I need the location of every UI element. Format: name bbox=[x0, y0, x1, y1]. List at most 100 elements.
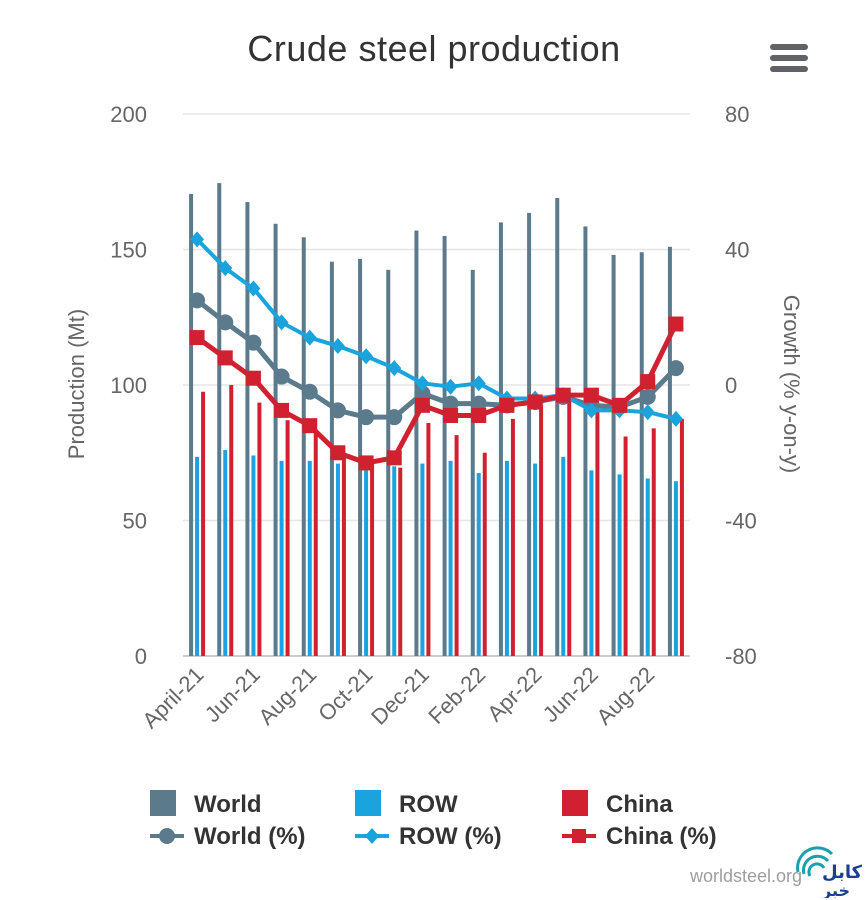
bar-row[interactable] bbox=[617, 474, 622, 656]
point-row-pct[interactable] bbox=[246, 280, 261, 297]
bar-row[interactable] bbox=[589, 470, 594, 656]
point-world-pct[interactable] bbox=[189, 292, 206, 309]
legend-swatch-china[interactable] bbox=[562, 790, 588, 816]
bar-china[interactable] bbox=[201, 391, 206, 656]
point-row-pct[interactable] bbox=[330, 338, 345, 355]
bar-world[interactable] bbox=[245, 202, 250, 656]
point-china-pct[interactable] bbox=[245, 370, 261, 386]
bar-row[interactable] bbox=[364, 469, 369, 656]
bar-china[interactable] bbox=[567, 394, 572, 656]
point-china-pct[interactable] bbox=[217, 350, 233, 366]
bar-world[interactable] bbox=[667, 246, 672, 657]
point-row-pct[interactable] bbox=[640, 404, 655, 421]
bar-china[interactable] bbox=[370, 462, 375, 656]
point-row-pct[interactable] bbox=[274, 314, 289, 331]
point-row-pct[interactable] bbox=[471, 375, 486, 392]
point-row-pct[interactable] bbox=[387, 360, 402, 377]
point-china-pct[interactable] bbox=[527, 394, 543, 410]
bar-row[interactable] bbox=[561, 456, 566, 656]
bar-china[interactable] bbox=[426, 422, 431, 656]
bar-china[interactable] bbox=[341, 454, 346, 656]
bar-world[interactable] bbox=[273, 223, 278, 656]
point-world-pct[interactable] bbox=[470, 395, 487, 412]
point-world-pct[interactable] bbox=[273, 368, 290, 385]
bar-world[interactable] bbox=[217, 183, 222, 657]
point-world-pct[interactable] bbox=[667, 360, 684, 377]
bar-world[interactable] bbox=[189, 193, 194, 656]
legend-label[interactable]: ROW (%) bbox=[399, 823, 502, 850]
bar-row[interactable] bbox=[279, 460, 284, 656]
point-china-pct[interactable] bbox=[612, 397, 628, 413]
bar-china[interactable] bbox=[595, 412, 600, 656]
point-china-pct[interactable] bbox=[386, 450, 402, 466]
bar-china[interactable] bbox=[651, 428, 656, 656]
point-world-pct[interactable] bbox=[217, 314, 234, 331]
bar-world[interactable] bbox=[301, 237, 306, 656]
bar-china[interactable] bbox=[539, 405, 544, 656]
point-china-pct[interactable] bbox=[302, 418, 318, 434]
bar-world[interactable] bbox=[639, 252, 644, 656]
legend-label[interactable]: World (%) bbox=[194, 823, 306, 850]
bar-china[interactable] bbox=[313, 429, 318, 656]
point-china-pct[interactable] bbox=[471, 407, 487, 423]
bar-row[interactable] bbox=[533, 463, 538, 656]
point-world-pct[interactable] bbox=[245, 334, 262, 351]
bar-china[interactable] bbox=[257, 402, 262, 656]
point-row-pct[interactable] bbox=[218, 260, 233, 277]
point-china-pct[interactable] bbox=[583, 387, 599, 403]
point-china-pct[interactable] bbox=[668, 316, 684, 332]
point-world-pct[interactable] bbox=[301, 383, 318, 400]
bar-china[interactable] bbox=[454, 435, 459, 656]
bar-row[interactable] bbox=[307, 460, 312, 656]
point-row-pct[interactable] bbox=[190, 231, 205, 248]
bar-china[interactable] bbox=[510, 418, 515, 656]
point-row-pct[interactable] bbox=[443, 378, 458, 395]
point-china-pct[interactable] bbox=[555, 387, 571, 403]
legend-label[interactable]: World bbox=[194, 791, 262, 818]
bar-china[interactable] bbox=[482, 452, 487, 656]
bar-row[interactable] bbox=[251, 455, 256, 656]
bar-world[interactable] bbox=[442, 235, 447, 656]
bar-world[interactable] bbox=[498, 222, 503, 656]
point-world-pct[interactable] bbox=[329, 402, 346, 419]
bar-china[interactable] bbox=[398, 467, 403, 656]
bar-world[interactable] bbox=[583, 226, 588, 656]
bar-world[interactable] bbox=[527, 212, 532, 657]
bar-row[interactable] bbox=[195, 456, 200, 656]
point-world-pct[interactable] bbox=[386, 409, 403, 426]
point-world-pct[interactable] bbox=[414, 385, 431, 402]
point-china-pct[interactable] bbox=[358, 455, 374, 471]
hamburger-menu-icon[interactable] bbox=[770, 44, 808, 74]
bar-row[interactable] bbox=[504, 460, 509, 656]
point-world-pct[interactable] bbox=[639, 388, 656, 405]
point-row-pct[interactable] bbox=[668, 410, 683, 427]
bar-row[interactable] bbox=[673, 481, 678, 656]
bar-row[interactable] bbox=[335, 463, 340, 656]
bar-row[interactable] bbox=[223, 450, 228, 656]
point-row-pct[interactable] bbox=[359, 348, 374, 365]
bar-row[interactable] bbox=[448, 460, 453, 656]
legend-label[interactable]: China bbox=[606, 791, 673, 818]
point-world-pct[interactable] bbox=[442, 395, 459, 412]
bar-china[interactable] bbox=[229, 385, 234, 656]
bar-row[interactable] bbox=[645, 478, 650, 656]
point-china-pct[interactable] bbox=[330, 445, 346, 461]
point-china-pct[interactable] bbox=[414, 397, 430, 413]
legend-swatch-row[interactable] bbox=[355, 790, 381, 816]
bar-row[interactable] bbox=[420, 463, 425, 656]
point-china-pct[interactable] bbox=[189, 330, 205, 346]
bar-china[interactable] bbox=[285, 420, 290, 656]
bar-world[interactable] bbox=[611, 254, 616, 657]
point-world-pct[interactable] bbox=[358, 409, 375, 426]
point-china-pct[interactable] bbox=[274, 402, 290, 418]
legend-swatch-world[interactable] bbox=[150, 790, 176, 816]
legend-label[interactable]: ROW bbox=[399, 791, 458, 818]
point-china-pct[interactable] bbox=[499, 397, 515, 413]
point-row-pct[interactable] bbox=[302, 329, 317, 346]
bar-row[interactable] bbox=[392, 466, 397, 656]
legend-label[interactable]: China (%) bbox=[606, 823, 717, 850]
bar-world[interactable] bbox=[414, 230, 419, 656]
point-row-pct[interactable] bbox=[415, 375, 430, 392]
point-china-pct[interactable] bbox=[443, 407, 459, 423]
point-row-pct[interactable] bbox=[584, 402, 599, 419]
